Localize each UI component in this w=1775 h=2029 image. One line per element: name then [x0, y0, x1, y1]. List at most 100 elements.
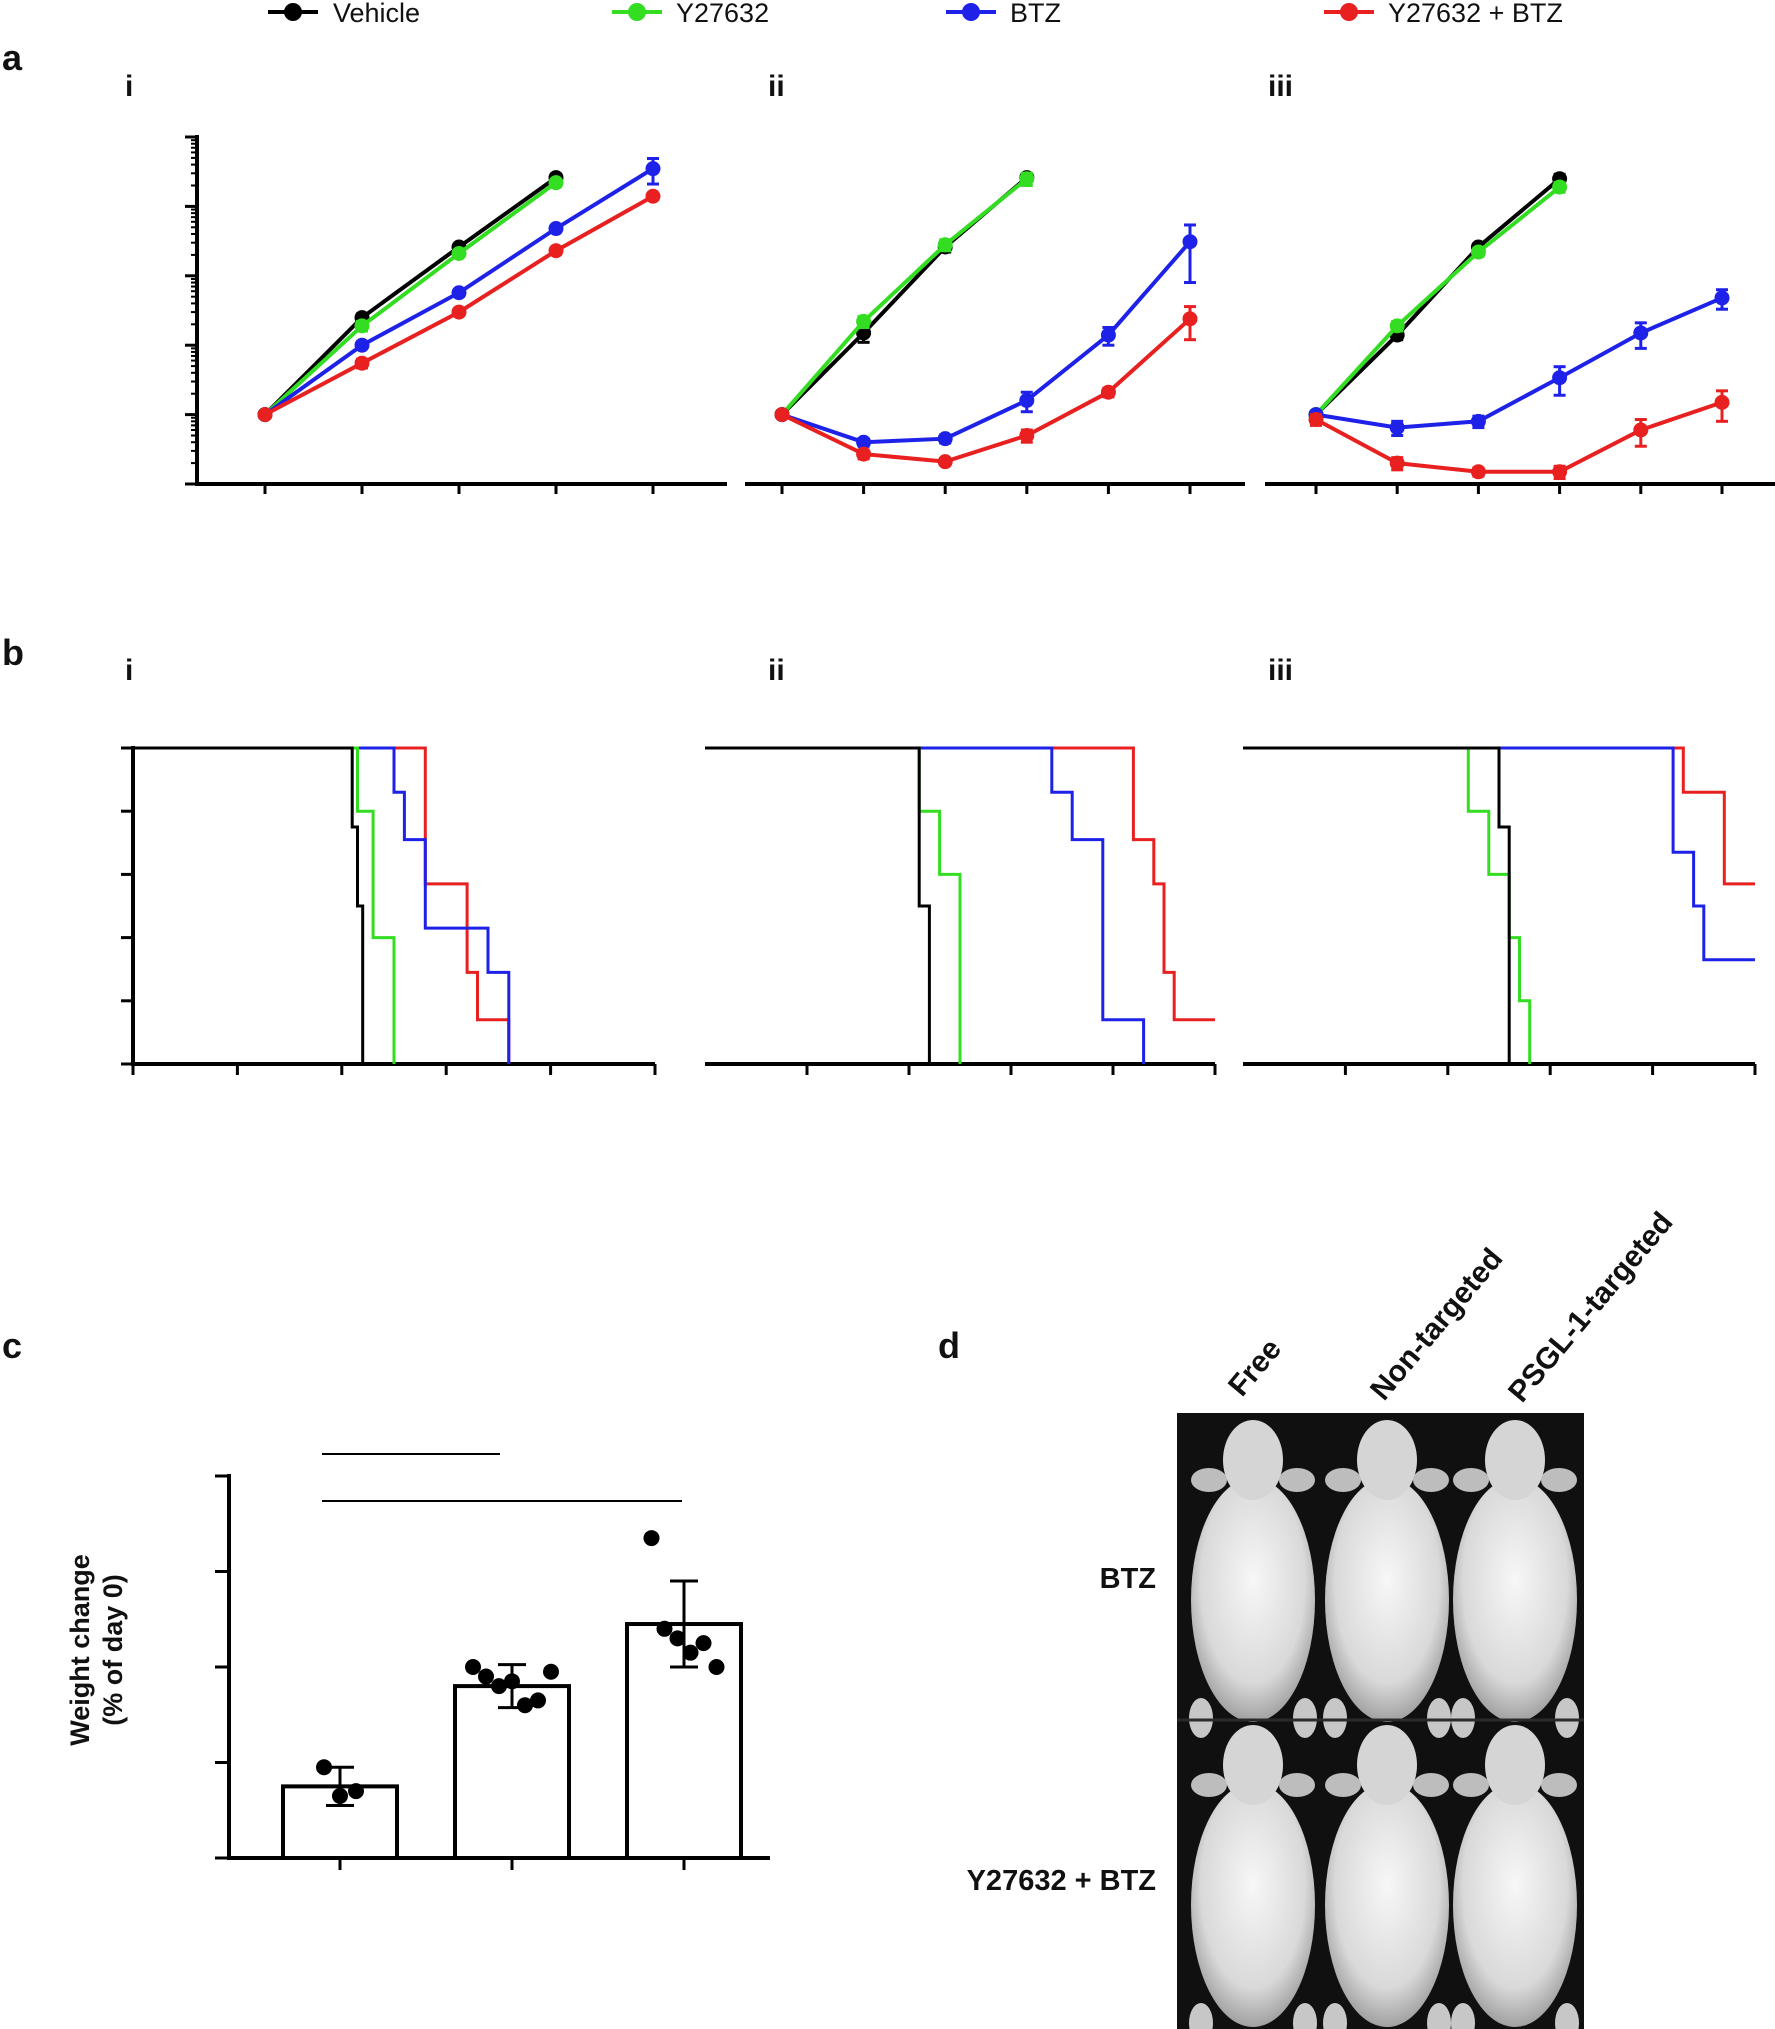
mouse-image-r2-c2	[1323, 1725, 1451, 2029]
data-point	[645, 188, 661, 204]
data-point	[856, 446, 872, 462]
mouse-paw	[1555, 2003, 1579, 2029]
series-line-y27632-btz	[781, 317, 1192, 464]
legend-label-vehicle: Vehicle	[333, 0, 420, 28]
series-y27632-btz	[774, 305, 1198, 470]
survival-curve-btz	[1243, 746, 1755, 962]
mouse-paw	[1451, 2003, 1475, 2029]
bar-group-psgl-1-targeted	[625, 1530, 743, 1870]
mouse-body	[1325, 1478, 1449, 1722]
data-point	[465, 1659, 481, 1675]
data-point	[682, 1644, 699, 1661]
data-point	[316, 1759, 332, 1776]
series-line-vehicle	[780, 176, 1029, 417]
data-point	[451, 304, 467, 320]
mouse-head	[1485, 1420, 1545, 1500]
mouse-head	[1223, 1420, 1283, 1500]
data-point	[451, 285, 467, 301]
data-point	[856, 313, 872, 329]
legend-label-y27632: Y27632	[676, 0, 769, 28]
data-point	[774, 407, 790, 423]
mouse-ear	[1191, 1773, 1227, 1797]
bar-group-free	[281, 1759, 399, 1870]
mouse-ear	[1413, 1773, 1449, 1797]
subpanel-label: ii	[768, 654, 785, 687]
data-point	[1633, 422, 1649, 438]
mouse-head	[1357, 1420, 1417, 1500]
mouse-body	[1453, 1478, 1577, 1722]
panel-letter-c: c	[2, 1325, 22, 1366]
survival-curve-btz	[133, 746, 511, 1064]
data-point	[491, 1678, 507, 1695]
bar-group-non-targeted	[453, 1659, 571, 1870]
panel-letter-b: b	[2, 632, 24, 673]
mouse-paw	[1451, 1698, 1475, 1738]
mouse-paw	[1293, 2003, 1317, 2029]
data-point	[1552, 370, 1568, 386]
subpanel-label: i	[125, 70, 133, 103]
data-point	[1714, 290, 1730, 306]
legend-item-y27632: Y27632	[612, 0, 769, 28]
mouse-head	[1357, 1725, 1417, 1805]
mouse-body	[1453, 1783, 1577, 2027]
legend-item-btz: BTZ	[946, 0, 1061, 28]
data-point	[669, 1630, 686, 1647]
data-point	[257, 407, 273, 423]
tumor-chart-psgl1-targeted: iii	[1265, 70, 1775, 494]
series-btz	[257, 157, 661, 423]
survival-curve-y27632-btz	[133, 746, 511, 1064]
legend-marker-vehicle	[284, 3, 302, 21]
series-btz	[774, 223, 1198, 450]
series-line-vehicle	[263, 175, 558, 417]
series-vehicle	[1308, 171, 1568, 423]
data-point	[1100, 327, 1116, 343]
survival-curve-y27632-btz	[705, 746, 1215, 1022]
series-line-y27632	[263, 180, 558, 417]
legend-marker-btz	[962, 3, 980, 21]
mouse-ear	[1453, 1468, 1489, 1492]
tumor-chart-non-targeted: ii	[745, 70, 1245, 494]
data-point	[354, 337, 370, 353]
data-point	[1019, 427, 1035, 443]
subpanel-label: iii	[1268, 70, 1293, 103]
data-point	[1308, 411, 1324, 427]
data-point	[543, 1663, 559, 1680]
data-point	[937, 431, 953, 447]
subpanel-label: ii	[768, 70, 785, 103]
mouse-ear	[1413, 1468, 1449, 1492]
series-line-y27632	[780, 177, 1029, 416]
survival-chart-free: i	[121, 654, 657, 1075]
data-point	[1714, 394, 1730, 410]
mouse-image-r1-c2	[1323, 1420, 1451, 1738]
data-point	[1633, 325, 1649, 341]
data-point	[548, 243, 564, 259]
series-line-y27632-btz	[1315, 400, 1723, 474]
series-line-btz	[781, 240, 1192, 445]
data-point	[548, 221, 564, 237]
data-point	[1552, 464, 1568, 480]
data-point	[645, 161, 661, 177]
data-point	[504, 1673, 520, 1690]
photo-column-label-free: Free	[1222, 1333, 1288, 1403]
data-point	[1182, 234, 1198, 250]
mouse-body	[1191, 1478, 1315, 1722]
data-point	[354, 318, 370, 334]
mouse-paw	[1293, 1698, 1317, 1738]
mouse-ear	[1191, 1468, 1227, 1492]
legend-marker-combo	[1340, 3, 1358, 21]
data-point	[1470, 413, 1486, 429]
weight-axis-title-line2: (% of day 0)	[98, 1574, 128, 1726]
subpanel-label: i	[125, 654, 133, 687]
mouse-images	[1177, 1420, 1584, 2029]
subpanel-label: iii	[1268, 654, 1293, 687]
data-point	[1389, 318, 1405, 334]
series-vehicle	[774, 170, 1035, 423]
series-y27632-btz	[257, 188, 661, 423]
mouse-ear	[1541, 1468, 1577, 1492]
mouse-ear	[1453, 1773, 1489, 1797]
mouse-ear	[1541, 1773, 1577, 1797]
data-point	[1470, 244, 1486, 260]
data-point	[1019, 392, 1035, 408]
data-point	[856, 325, 872, 341]
data-point	[1100, 384, 1116, 400]
